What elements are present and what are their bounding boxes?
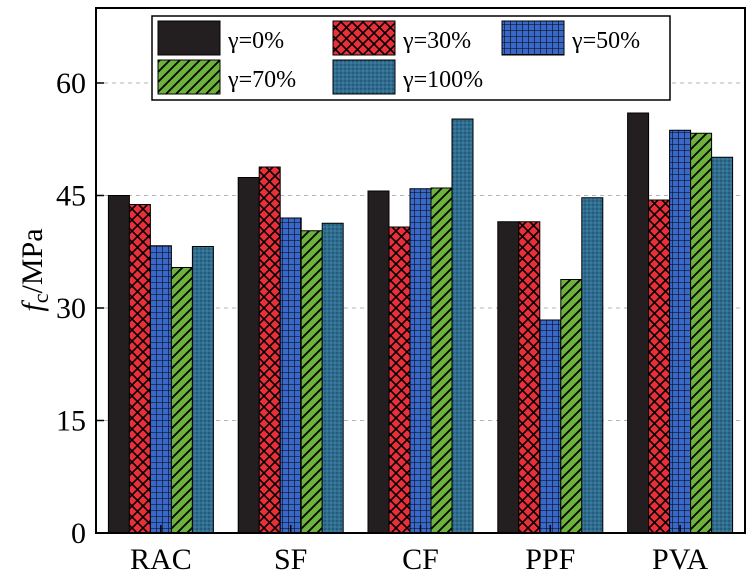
y-tick-label: 60 [56, 67, 86, 100]
bar-ppf-series-1 [497, 221, 520, 534]
bar-rac-series-3 [149, 245, 172, 534]
bar-cf-series-2 [388, 226, 411, 534]
legend-swatch [501, 20, 565, 56]
x-tick-label: RAC [130, 543, 192, 576]
bar-cf-series-4 [430, 187, 453, 534]
bar-rac-series-1 [107, 195, 130, 534]
bar-sf-series-3 [279, 217, 302, 534]
legend-swatch [332, 59, 396, 95]
axis-ticks: 0 15 30 45 60 RAC SF CF PPF PVA [56, 67, 709, 576]
bar-sf-series-1 [237, 177, 260, 534]
bar-pva-series-2 [648, 199, 671, 534]
legend: γ=0% γ=30% γ=50% γ=70% γ=100% [151, 15, 671, 101]
y-tick-label: 30 [56, 292, 86, 325]
y-tick-label: 15 [56, 405, 86, 438]
bar-cf-series-1 [367, 190, 390, 534]
x-tick-label: SF [274, 543, 307, 576]
bar-rac-series-4 [170, 267, 193, 534]
x-tick-label: PVA [652, 543, 708, 576]
y-axis-subscript: c [28, 293, 53, 303]
legend-swatch [157, 20, 221, 56]
bar-cf-series-5 [451, 118, 474, 534]
y-axis-title: fc/MPa [16, 228, 53, 311]
bar-ppf-series-3 [539, 319, 562, 534]
bar-ppf-series-4 [560, 279, 583, 534]
bar-sf-series-4 [300, 230, 323, 534]
bar-sf-series-2 [258, 166, 281, 534]
legend-label: γ=30% [402, 28, 471, 54]
y-axis-unit: /MPa [16, 228, 49, 293]
bar-pva-series-1 [627, 112, 650, 534]
x-tick-label: CF [402, 543, 439, 576]
y-tick-label: 45 [56, 180, 86, 213]
legend-swatch [157, 59, 221, 95]
legend-swatch [332, 20, 396, 56]
bar-pva-series-4 [690, 132, 713, 534]
bars [107, 112, 734, 534]
bar-rac-series-5 [191, 246, 214, 534]
bar-ppf-series-2 [518, 221, 541, 534]
bar-rac-series-2 [128, 204, 151, 534]
bar-cf-series-3 [409, 188, 432, 534]
bar-sf-series-5 [321, 222, 344, 534]
legend-label: γ=50% [571, 28, 640, 54]
legend-label: γ=70% [227, 67, 296, 93]
legend-label: γ=0% [227, 28, 284, 54]
bar-pva-series-3 [669, 129, 692, 534]
bar-ppf-series-5 [581, 197, 604, 534]
legend-frame [151, 15, 671, 101]
legend-label: γ=100% [402, 67, 483, 93]
bar-pva-series-5 [711, 156, 734, 534]
x-tick-label: PPF [525, 543, 575, 576]
y-tick-label: 0 [71, 517, 86, 550]
